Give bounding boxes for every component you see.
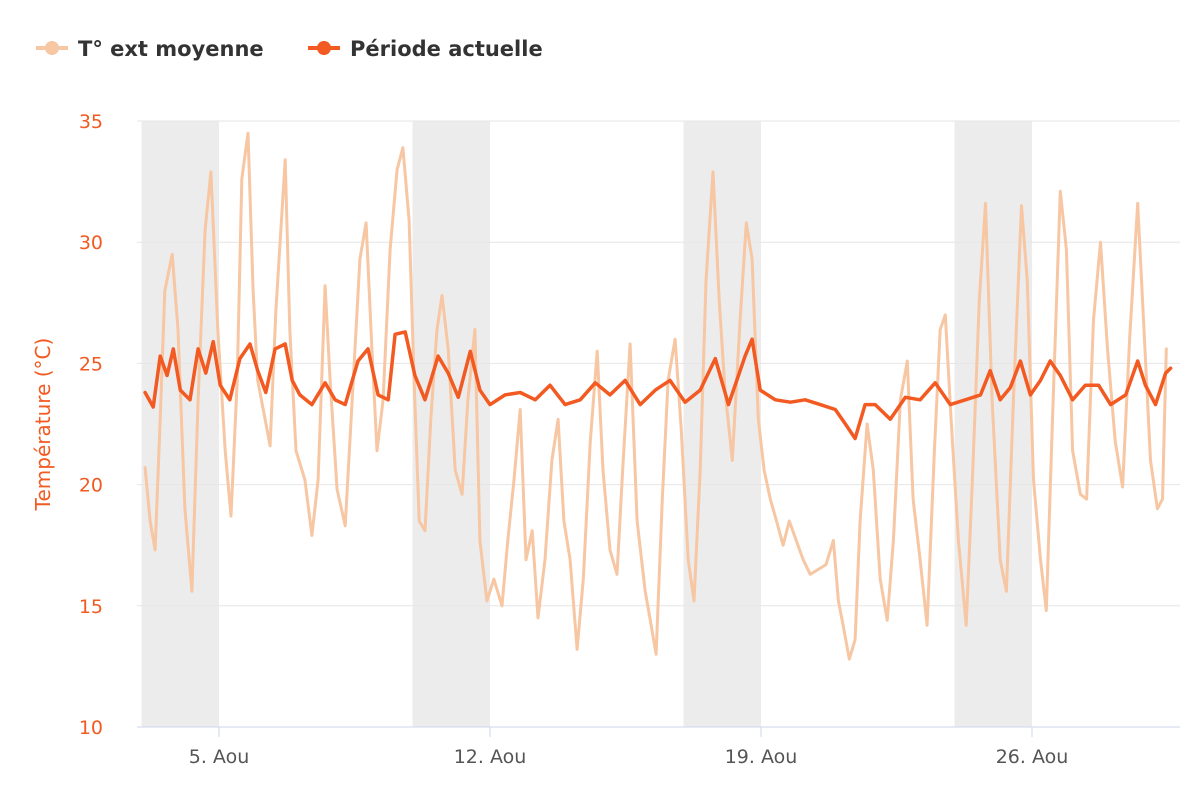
- x-tick-label: 5. Aou: [189, 746, 250, 768]
- weekend-band: [683, 121, 761, 727]
- y-tick-label: 30: [79, 232, 103, 254]
- legend: T° ext moyenne Période actuelle: [36, 37, 543, 61]
- x-tick-label: 26. Aou: [996, 746, 1069, 768]
- legend-marker-icon: [317, 41, 331, 55]
- y-tick-label: 10: [79, 717, 103, 739]
- series-lines: [143, 131, 1173, 661]
- x-tick-label: 12. Aou: [454, 746, 527, 768]
- y-axis-label: Température (°C): [31, 338, 55, 512]
- x-tick-label: 19. Aou: [725, 746, 798, 768]
- legend-label: Période actuelle: [350, 37, 543, 61]
- y-tick-label: 20: [79, 475, 103, 497]
- y-tick-label: 25: [79, 353, 103, 375]
- y-tick-label: 35: [79, 111, 103, 133]
- series-line-periode-actuelle: [143, 330, 1173, 441]
- legend-item-periode-actuelle[interactable]: Période actuelle: [308, 37, 543, 61]
- y-tick-label: 15: [79, 596, 103, 618]
- x-axis-ticks: 5. Aou 12. Aou 19. Aou 26. Aou: [189, 727, 1069, 768]
- legend-item-t-ext-moyenne[interactable]: T° ext moyenne: [36, 37, 264, 61]
- legend-label: T° ext moyenne: [78, 37, 264, 61]
- legend-marker-icon: [45, 41, 59, 55]
- y-axis-ticks: 10 15 20 25 30 35: [79, 111, 103, 739]
- series-line-t-ext-moyenne: [143, 131, 1168, 661]
